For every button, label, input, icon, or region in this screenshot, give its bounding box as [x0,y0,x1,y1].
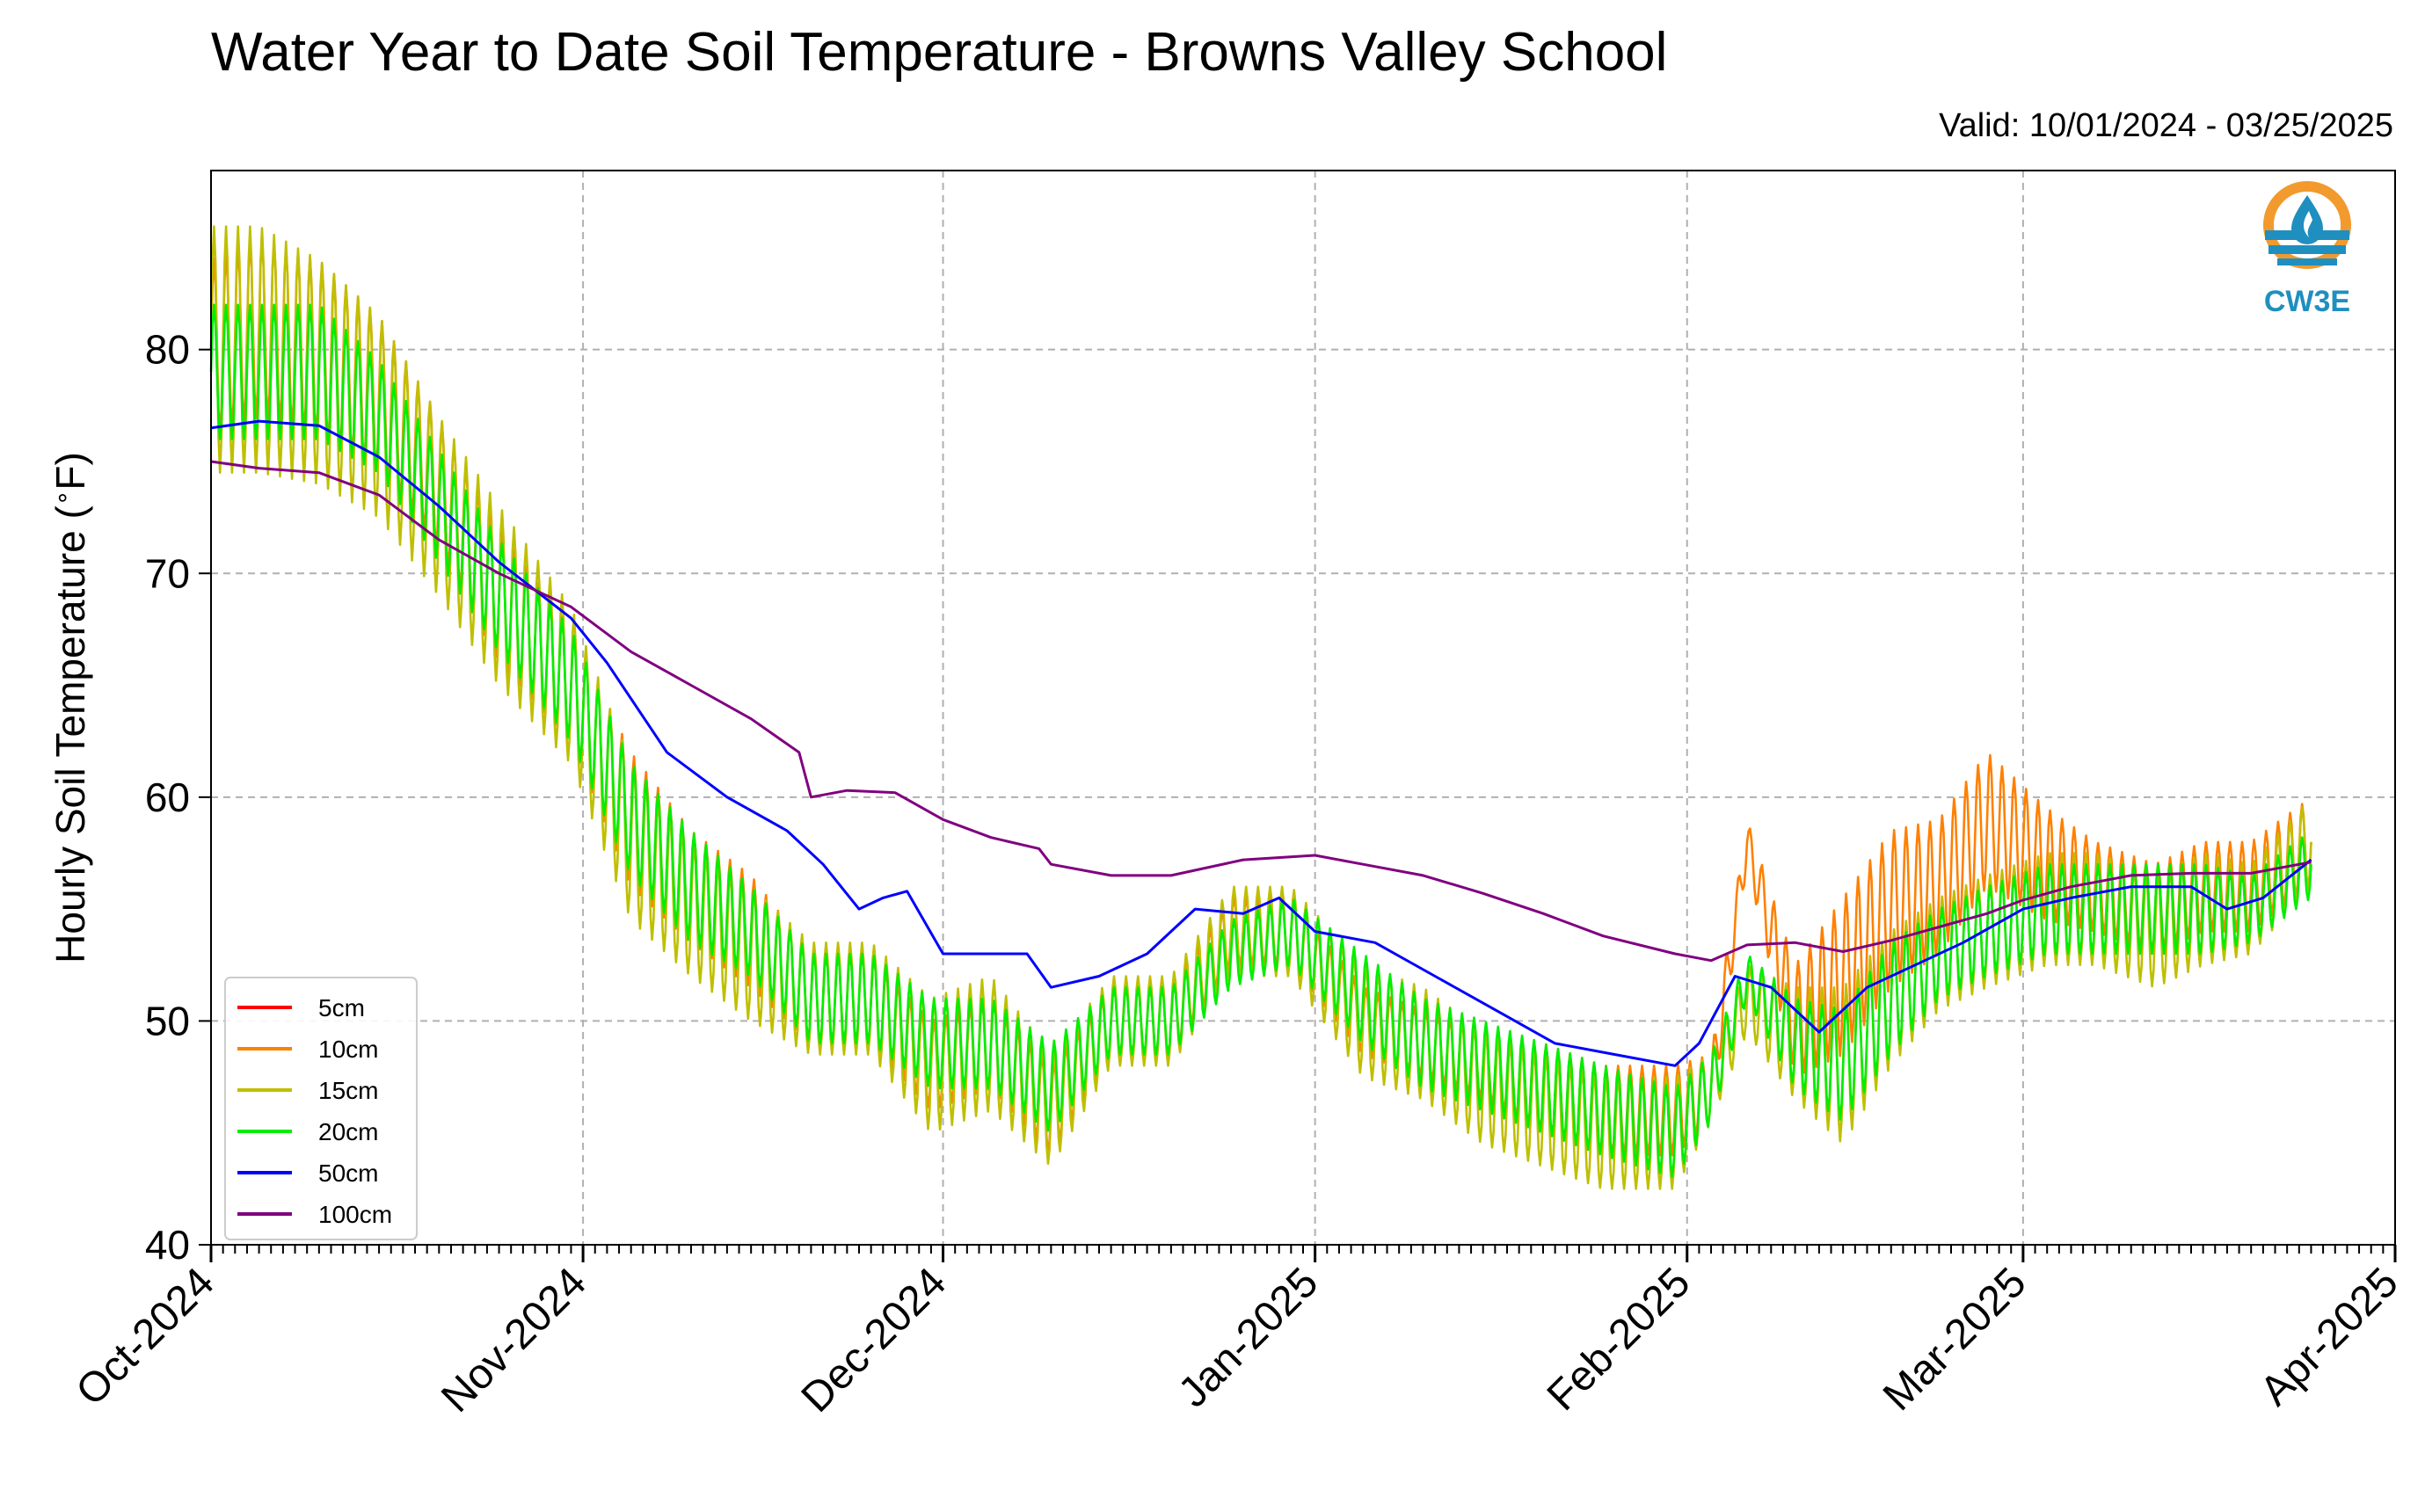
y-tick-label: 60 [145,774,190,820]
cw3e-logo: CW3E [2263,181,2351,318]
legend-label-50cm: 50cm [318,1159,378,1187]
legend-label-20cm: 20cm [318,1118,378,1145]
legend: 5cm 10cm 15cm 20cm 50cm 100cm [224,977,418,1240]
x-tick-label: Jan-2025 [1169,1259,1327,1416]
series-line-20cm [209,303,2312,1178]
axes-frame [210,170,2396,1246]
series-line-50cm [210,419,2312,1067]
series-lines [209,225,2312,1190]
x-tick-label: Apr-2025 [2252,1259,2407,1414]
degree-symbol: ∘ [48,491,76,506]
valid-date-range: Valid: 10/01/2024 - 03/25/2025 [1939,107,2393,144]
chart-title: Water Year to Date Soil Temperature - Br… [211,22,1668,83]
x-tick-label: Oct-2024 [68,1259,223,1414]
x-tick-label: Nov-2024 [433,1259,595,1421]
y-tick-label: 50 [145,998,190,1043]
legend-label-10cm: 10cm [318,1036,378,1063]
x-axis-ticks: Oct-2024 Nov-2024 Dec-2024 Jan-2025 Feb-2025… [68,1245,2407,1421]
x-tick-label: Dec-2024 [793,1259,956,1421]
y-axis-ticks: 40 50 60 70 80 [145,327,211,1268]
series-line-100cm [210,460,2312,963]
y-tick-label: 80 [145,327,190,373]
series-line-10cm [209,237,2312,1157]
y-axis-label-start: Hourly Soil Temperature ( [47,505,93,963]
legend-label-100cm: 100cm [318,1201,392,1228]
grid-lines [211,171,2395,1246]
logo-water-band-2 [2268,245,2346,254]
x-tick-label: Mar-2025 [1875,1259,2035,1420]
y-tick-label: 40 [145,1222,190,1268]
logo-water-band-3 [2277,258,2337,265]
y-tick-label: 70 [145,550,190,596]
series-line-15cm [209,225,2312,1190]
logo-text: CW3E [2264,285,2350,318]
y-axis-label-end: F) [47,452,93,490]
legend-label-5cm: 5cm [318,994,365,1021]
y-axis-label: Hourly Soil Temperature (∘F) [47,452,93,963]
legend-label-15cm: 15cm [318,1077,378,1104]
x-tick-label: Feb-2025 [1539,1259,1700,1420]
logo-flame-icon [2304,211,2312,237]
